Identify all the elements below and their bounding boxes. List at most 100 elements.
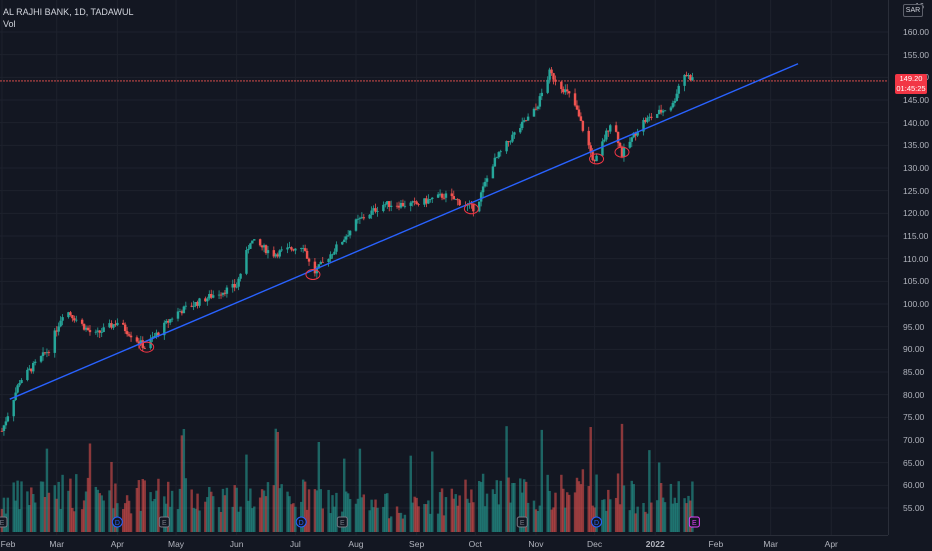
price-tick-label: 130.00: [903, 163, 929, 173]
volume-bar: [389, 516, 393, 532]
candle-body: [554, 79, 557, 82]
volume-bar: [53, 485, 56, 532]
volume-bar: [30, 487, 33, 532]
volume-bar: [301, 479, 305, 532]
volume-bar: [526, 502, 530, 532]
candle-body: [301, 248, 305, 249]
volume-bar: [472, 502, 475, 532]
time-tick-label: May: [168, 539, 185, 549]
candle-body: [607, 130, 610, 132]
volume-bar: [168, 506, 172, 532]
volume-bar: [522, 479, 526, 532]
time-axis[interactable]: Feb Mar Apr May Jun Jul Aug Sep Oct Nov Dec 2022 Feb…: [0, 535, 888, 551]
volume-bar: [646, 513, 649, 532]
candle-body: [125, 331, 129, 335]
candle-body: [673, 100, 677, 103]
volume-bar: [550, 509, 553, 532]
volume-bar: [163, 496, 166, 532]
candle-body: [452, 196, 456, 200]
candle-body: [589, 145, 592, 152]
candle-body: [614, 125, 618, 132]
candle-body: [628, 141, 632, 148]
candle-body: [141, 340, 145, 348]
volume-bar: [683, 498, 686, 532]
volume-bar: [399, 512, 403, 532]
currency-badge[interactable]: SAR: [903, 4, 923, 17]
candle-body: [685, 74, 688, 77]
volume-bar: [644, 511, 647, 532]
candle-body: [513, 132, 516, 135]
volume-bar: [673, 497, 677, 532]
time-tick-label: Mar: [49, 539, 65, 549]
price-tick-label: 60.00: [903, 480, 925, 491]
candlesticks: [0, 66, 694, 436]
candle-body: [438, 193, 442, 195]
volume-bar: [94, 486, 98, 532]
volume-bar: [192, 507, 195, 532]
candle-body: [605, 130, 608, 140]
candle-body: [532, 108, 536, 117]
candle-body: [190, 305, 193, 307]
volume-bar: [636, 506, 639, 532]
candle-body: [59, 320, 62, 327]
candle-body: [235, 286, 238, 288]
volume-bar: [452, 498, 456, 532]
candle-body: [384, 204, 387, 206]
volume-bar: [321, 508, 324, 532]
candle-body: [477, 201, 481, 212]
touch-marker: [614, 146, 630, 158]
price-tick-label: 135.00: [903, 140, 929, 151]
volume-bar: [376, 507, 379, 532]
price-tick-label: 100.00: [903, 299, 929, 309]
candle-body: [274, 254, 278, 257]
candle-body: [395, 205, 399, 207]
candle-body: [247, 248, 250, 251]
candle-body: [548, 69, 551, 80]
candle-body: [413, 201, 416, 203]
candle-body: [562, 89, 565, 93]
volume-bar: [425, 504, 428, 532]
candle-body: [88, 330, 92, 333]
price-tick-label: 95.00: [903, 321, 925, 332]
candle-body: [219, 294, 223, 296]
volume-bar: [468, 502, 471, 532]
candle-body: [286, 247, 289, 250]
candle-body: [327, 259, 330, 263]
candle-body: [540, 92, 544, 97]
volume-bar: [564, 507, 567, 532]
current-price-value: 149.20: [899, 74, 923, 83]
volume-bar: [264, 496, 268, 532]
candle-body: [47, 352, 51, 354]
time-tick-label: Sep: [409, 539, 425, 549]
candle-body: [442, 197, 446, 199]
candle-body: [251, 240, 254, 244]
volume-bar: [411, 502, 414, 532]
earnings-icon-glyph: E: [162, 520, 167, 527]
volume-bar: [513, 482, 516, 532]
volume-bar: [534, 509, 538, 532]
volume-bar: [562, 488, 565, 532]
volume-bar: [313, 489, 317, 532]
volume-bar: [464, 479, 467, 532]
price-tick-label: 125.00: [903, 185, 929, 196]
candle-body: [28, 368, 31, 370]
candle-body: [223, 292, 227, 294]
volume-bar: [479, 482, 483, 532]
candle-body: [564, 89, 567, 93]
volume-bar: [231, 506, 234, 532]
candle-body: [157, 332, 160, 336]
volume-bar: [521, 492, 524, 532]
candle-body: [609, 125, 612, 132]
price-tick-label: 75.00: [903, 412, 925, 423]
candle-body: [376, 211, 379, 212]
candle-body: [519, 128, 522, 133]
earnings-icon-glyph: E: [520, 520, 525, 527]
volume-bar: [546, 474, 549, 532]
volume-bar: [26, 491, 29, 532]
candle-body: [440, 193, 444, 198]
volume-bar: [499, 480, 502, 532]
candle-body: [689, 75, 692, 81]
candle-body: [262, 245, 266, 248]
support-trendline[interactable]: [9, 63, 799, 400]
